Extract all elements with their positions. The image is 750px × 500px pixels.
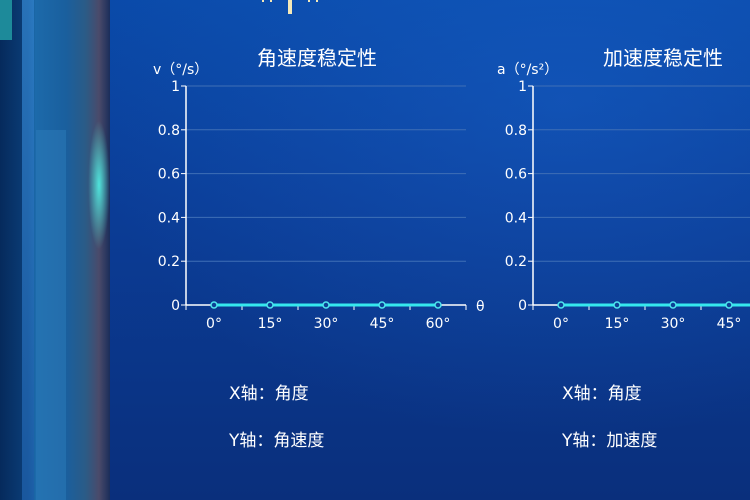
y-tick-label: 1: [518, 79, 527, 95]
tick-marks-icon: [262, 0, 318, 14]
panel-block: [36, 130, 66, 500]
left-side-panel: [0, 0, 110, 500]
x-tick-label: 0°: [206, 316, 222, 332]
data-point: [434, 301, 442, 309]
y-tick-label: 0.8: [505, 123, 527, 139]
y-tick-label: 0.4: [158, 210, 180, 226]
panel-glow: [88, 120, 110, 250]
data-point: [322, 301, 330, 309]
data-point: [669, 301, 677, 309]
data-point: [557, 301, 565, 309]
x-tick-label: 15°: [258, 316, 283, 332]
x-tick-label: 45°: [370, 316, 395, 332]
chart-1-x-note: X轴：角度: [229, 384, 309, 404]
y-tick-label: 0: [171, 298, 180, 314]
chart-1-y-note: Y轴：角速度: [229, 431, 325, 451]
y-tick-label: 0.4: [505, 210, 527, 226]
y-tick-label: 0.6: [158, 167, 180, 183]
chart-1-y-unit: v（°/s）: [153, 62, 209, 78]
y-tick-label: 0.6: [505, 167, 527, 183]
x-tick-label: 15°: [605, 316, 630, 332]
x-tick-label: 30°: [314, 316, 339, 332]
chart-2-x-note: X轴：角度: [562, 384, 642, 404]
y-tick-label: 0.8: [158, 123, 180, 139]
chart-2-title: 加速度稳定性: [603, 46, 723, 70]
data-point: [266, 301, 274, 309]
x-axis-label: θ: [476, 299, 485, 315]
data-point: [210, 301, 218, 309]
data-point: [378, 301, 386, 309]
x-tick-label: 45°: [717, 316, 742, 332]
y-tick-label: 0.2: [505, 254, 527, 270]
x-tick-label: 60°: [426, 316, 451, 332]
chart-2-y-unit: a（°/s²）: [497, 62, 559, 78]
data-point: [725, 301, 733, 309]
panel-strip: [22, 0, 34, 500]
y-tick-label: 0: [518, 298, 527, 314]
chart-2-y-note: Y轴：加速度: [562, 431, 658, 451]
x-tick-label: 0°: [553, 316, 569, 332]
data-point: [613, 301, 621, 309]
panel-corner: [0, 0, 12, 40]
y-tick-label: 1: [171, 79, 180, 95]
chart-1-title: 角速度稳定性: [257, 46, 377, 70]
y-tick-label: 0.2: [158, 254, 180, 270]
x-tick-label: 30°: [661, 316, 686, 332]
